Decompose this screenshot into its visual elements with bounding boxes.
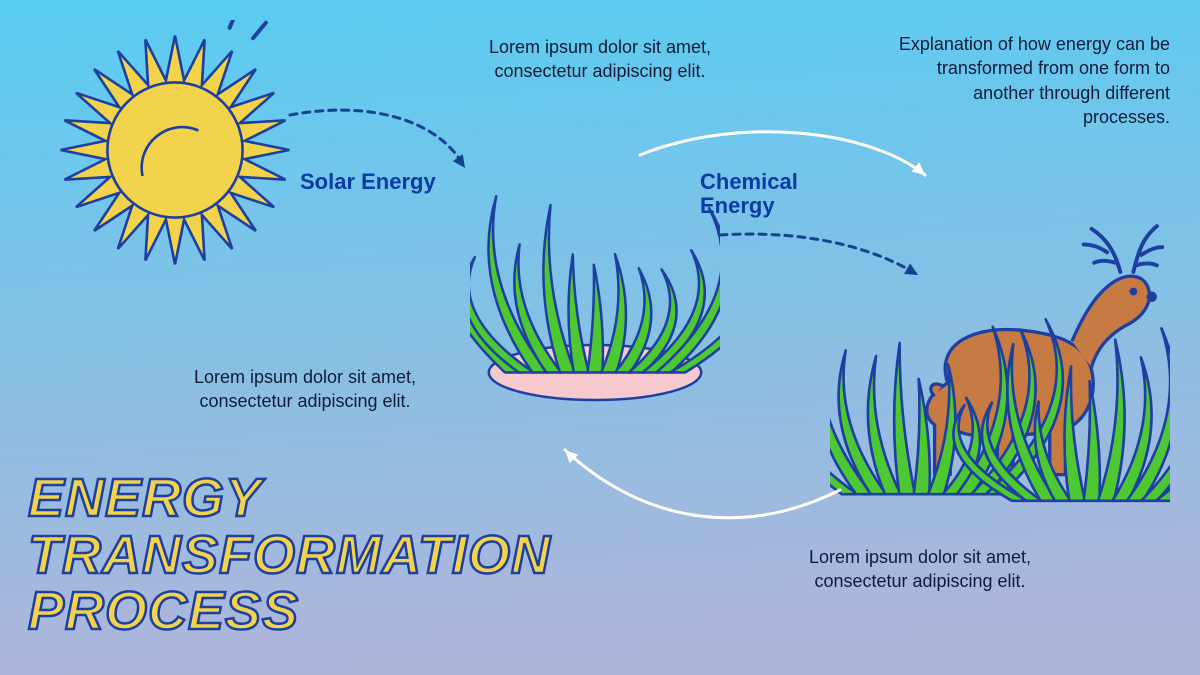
label-solar-energy: Solar Energy	[300, 170, 436, 194]
title-line-2: TRANSFORMATION	[28, 527, 551, 584]
caption-left: Lorem ipsum dolor sit amet, consectetur …	[145, 365, 465, 414]
title-line-1: ENERGY	[28, 470, 551, 527]
caption-right: Lorem ipsum dolor sit amet, consectetur …	[760, 545, 1080, 594]
explanation-text: Explanation of how energy can be transfo…	[830, 32, 1170, 129]
title-line-3: PROCESS	[28, 583, 551, 640]
label-chemical-energy: Chemical Energy	[700, 170, 798, 218]
caption-top: Lorem ipsum dolor sit amet, consectetur …	[440, 35, 760, 84]
main-title: ENERGY TRANSFORMATION PROCESS	[28, 470, 551, 640]
infographic-canvas: ENERGY TRANSFORMATION PROCESS Solar Ener…	[0, 0, 1200, 675]
